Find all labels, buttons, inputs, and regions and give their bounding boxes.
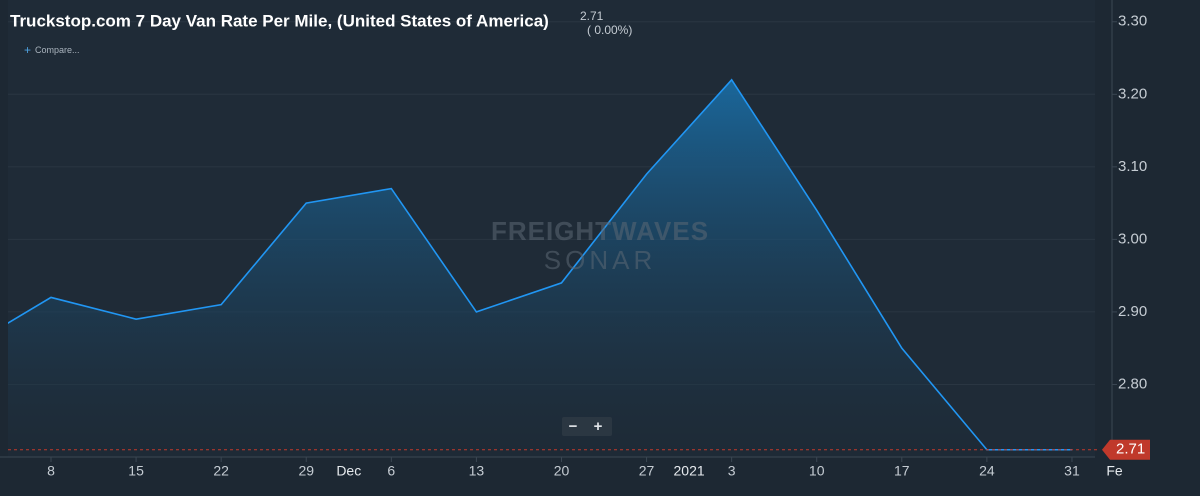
y-tick-label: 3.00: [1118, 230, 1147, 247]
zoom-in[interactable]: +: [594, 418, 603, 435]
x-tick-label: 8: [47, 463, 55, 479]
chart-title: Truckstop.com 7 Day Van Rate Per Mile, (…: [10, 11, 549, 30]
x-tick-label: 15: [128, 463, 144, 479]
x-tick-label: 22: [213, 463, 229, 479]
watermark-product: SONAR: [544, 245, 656, 275]
period-label: 2021: [674, 463, 705, 479]
y-tick-label: 3.20: [1118, 85, 1147, 102]
x-tick-label: 3: [728, 463, 736, 479]
line: [8, 78, 1072, 451]
zoom-controls: [562, 417, 612, 436]
y-tick-label: 3.30: [1118, 13, 1147, 30]
x-tick-label: 13: [469, 463, 485, 479]
zoom-out[interactable]: −: [569, 418, 578, 435]
x-tick-label: 17: [894, 463, 910, 479]
last-value-label: 2.71: [1116, 441, 1145, 458]
x-tick-label: 20: [554, 463, 570, 479]
y-tick-label: 2.80: [1118, 375, 1147, 392]
y-tick-label: 3.10: [1118, 158, 1147, 175]
last-value: 2.71: [580, 9, 604, 23]
x-tick-label: 29: [298, 463, 314, 479]
period-label: Fe: [1106, 463, 1123, 479]
compare-link[interactable]: + Compare...: [24, 43, 80, 57]
x-tick-label: 31: [1064, 463, 1080, 479]
x-tick-label: 6: [387, 463, 395, 479]
change: ( 0.00%): [587, 23, 632, 37]
x-tick-label: 10: [809, 463, 825, 479]
watermark-brand: FREIGHTWAVES: [491, 216, 709, 246]
y-tick-label: 2.90: [1118, 303, 1147, 320]
x-tick-label: 27: [639, 463, 655, 479]
x-tick-label: 24: [979, 463, 995, 479]
period-label: Dec: [336, 463, 361, 479]
compare-text[interactable]: Compare...: [35, 45, 80, 55]
last-value-badge: [1102, 439, 1150, 460]
area: [8, 79, 1072, 457]
